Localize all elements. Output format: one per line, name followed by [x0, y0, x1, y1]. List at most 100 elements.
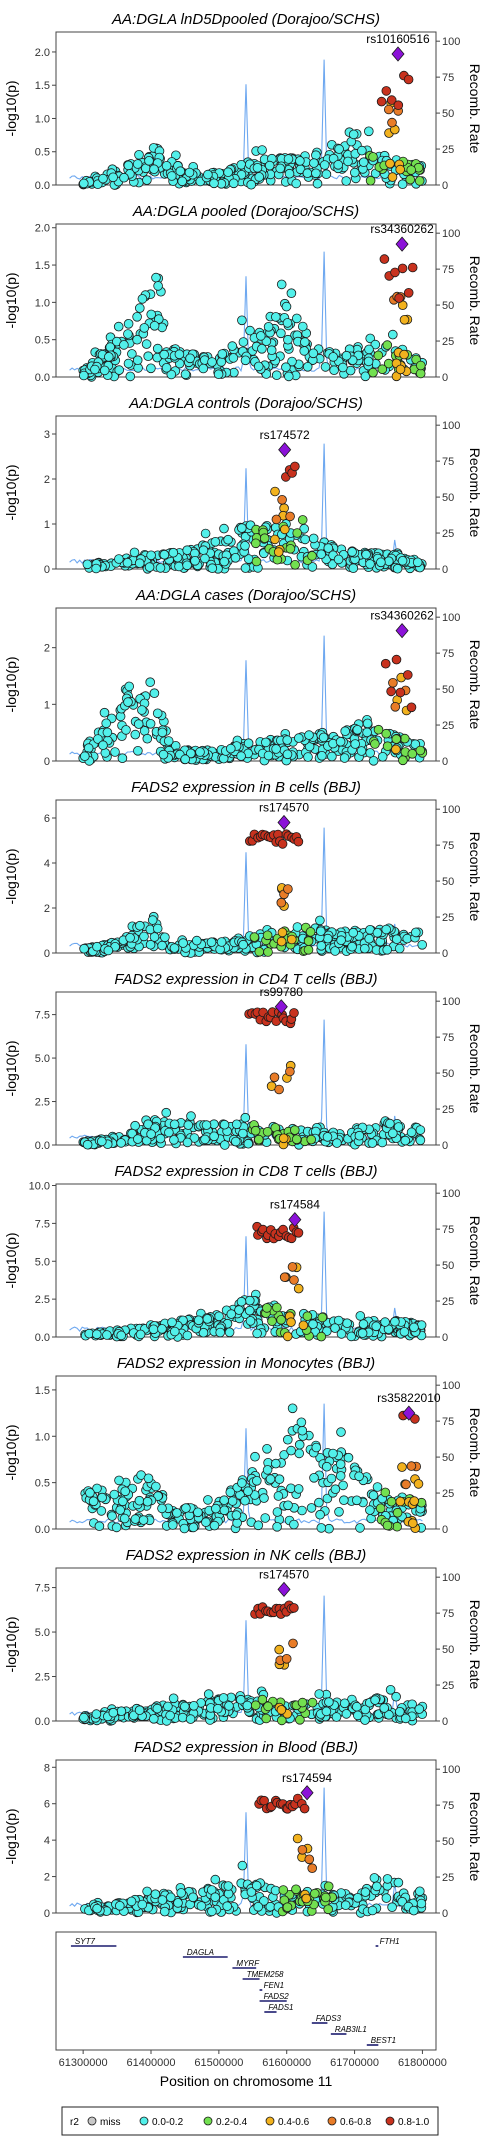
snp-point: [406, 1461, 417, 1471]
y-tick-label: 0.5: [35, 147, 50, 159]
snp-point: [157, 1324, 167, 1334]
snp-point: [261, 1713, 272, 1724]
snp-point: [397, 179, 408, 190]
snp-point: [390, 267, 400, 278]
snp-point: [253, 1520, 264, 1531]
snp-point: [302, 168, 313, 179]
snp-point: [343, 1452, 354, 1463]
snp-point: [365, 1505, 375, 1515]
snp-point: [402, 670, 413, 680]
snp-point: [273, 547, 284, 557]
snp-point: [286, 288, 297, 299]
snp-point: [219, 556, 230, 567]
snp-point: [134, 150, 144, 160]
snp-point: [260, 737, 271, 748]
snp-point: [285, 511, 295, 522]
snp-point: [351, 1701, 362, 1712]
snp-point: [293, 1228, 304, 1238]
snp-point: [107, 1511, 117, 1521]
snp-point: [377, 751, 388, 762]
snp-point: [382, 340, 393, 350]
y-tick-label: 5.0: [35, 1627, 50, 1639]
panel-title: FADS2 expression in NK cells (BBJ): [126, 1547, 367, 1564]
snp-point: [161, 362, 172, 373]
snp-point: [219, 1505, 230, 1516]
snp-point: [119, 172, 129, 183]
snp-point: [251, 556, 262, 567]
snp-point: [412, 557, 423, 568]
snp-point: [399, 733, 410, 744]
snp-point: [146, 550, 156, 561]
snp-point: [300, 534, 310, 545]
y2-tick-label: 0: [442, 564, 448, 576]
snp-point: [270, 534, 280, 545]
snp-point: [277, 927, 288, 938]
panel-title: FADS2 expression in Monocytes (BBJ): [117, 1355, 375, 1372]
snp-point: [142, 1496, 153, 1507]
snp-point: [276, 328, 286, 339]
snp-point: [271, 514, 282, 525]
snp-point: [243, 1486, 253, 1496]
snp-point: [137, 294, 148, 304]
snp-point: [133, 745, 143, 756]
snp-point: [179, 1523, 190, 1534]
snp-point: [236, 1296, 247, 1307]
snp-point: [379, 1703, 390, 1713]
snp-point: [114, 554, 124, 564]
snp-point: [321, 1461, 332, 1472]
snp-point: [322, 933, 333, 944]
snp-point: [219, 523, 229, 534]
snp-point: [149, 164, 159, 175]
snp-point: [157, 940, 167, 951]
snp-point: [340, 1900, 351, 1910]
snp-point: [102, 727, 113, 738]
snp-point: [390, 701, 401, 712]
snp-point: [262, 1444, 272, 1454]
y2-tick-label: 0: [442, 180, 448, 192]
snp-point: [94, 1521, 105, 1531]
y-tick-label: 8: [44, 1762, 50, 1774]
snp-point: [367, 1905, 378, 1916]
snp-point: [415, 745, 426, 756]
snp-point: [323, 543, 334, 553]
snp-point: [139, 323, 150, 333]
snp-point: [127, 349, 137, 359]
snp-point: [220, 1140, 230, 1150]
snp-point: [283, 371, 294, 382]
snp-point: [368, 1490, 379, 1501]
snp-point: [155, 1133, 166, 1144]
snp-point: [383, 556, 394, 566]
snp-point: [157, 1503, 167, 1514]
y2-axis-label: Recomb. Rate: [467, 64, 483, 154]
y-axis-label: -log10(p): [3, 1808, 19, 1864]
snp-point: [371, 1881, 382, 1892]
snp-point: [223, 534, 233, 545]
snp-point: [149, 1714, 159, 1724]
snp-point: [182, 560, 192, 571]
snp-point: [306, 1134, 317, 1145]
snp-point: [98, 173, 108, 184]
snp-point: [287, 1403, 298, 1414]
snp-point: [363, 356, 374, 367]
snp-point: [219, 1495, 230, 1505]
snp-point: [324, 1697, 334, 1707]
snp-point: [185, 353, 195, 364]
snp-point: [272, 1507, 283, 1517]
snp-point: [277, 839, 288, 849]
snp-point: [308, 348, 319, 359]
snp-point: [163, 736, 174, 746]
snp-point: [339, 1698, 350, 1709]
snp-point: [122, 557, 133, 568]
snp-point: [273, 1491, 284, 1501]
snp-point: [333, 554, 344, 565]
snp-point: [174, 349, 185, 360]
snp-point: [203, 1689, 214, 1699]
snp-point: [166, 369, 177, 380]
y-tick-label: 3: [44, 429, 50, 441]
y2-tick-label: 25: [442, 1296, 454, 1308]
snp-point: [309, 1888, 320, 1899]
snp-point: [103, 945, 114, 956]
snp-point: [101, 718, 111, 729]
snp-point: [202, 1314, 213, 1324]
snp-point: [289, 1275, 299, 1285]
